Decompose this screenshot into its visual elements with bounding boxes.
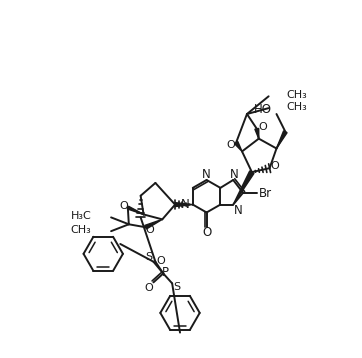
Text: O: O (119, 200, 128, 211)
Text: CH₃: CH₃ (286, 90, 307, 100)
Text: CH₃: CH₃ (71, 225, 92, 235)
Polygon shape (175, 203, 193, 207)
Text: O: O (258, 122, 267, 132)
Polygon shape (255, 129, 259, 139)
Polygon shape (127, 206, 144, 214)
Text: CH₃: CH₃ (286, 102, 307, 112)
Polygon shape (233, 171, 254, 204)
Text: Br: Br (259, 187, 272, 200)
Text: O: O (270, 161, 279, 171)
Text: H₃C: H₃C (71, 212, 92, 221)
Polygon shape (145, 219, 162, 229)
Text: N: N (181, 198, 189, 211)
Text: HO: HO (254, 103, 272, 116)
Polygon shape (235, 141, 242, 151)
Text: O: O (145, 225, 154, 235)
Text: O: O (202, 226, 211, 239)
Text: S: S (145, 252, 152, 262)
Text: O: O (156, 256, 165, 266)
Text: O: O (227, 140, 236, 150)
Text: S: S (173, 282, 181, 292)
Text: N: N (234, 204, 243, 217)
Polygon shape (277, 131, 287, 149)
Text: N: N (202, 168, 211, 180)
Text: N: N (230, 168, 239, 180)
Text: P: P (162, 266, 169, 279)
Text: O: O (144, 283, 153, 293)
